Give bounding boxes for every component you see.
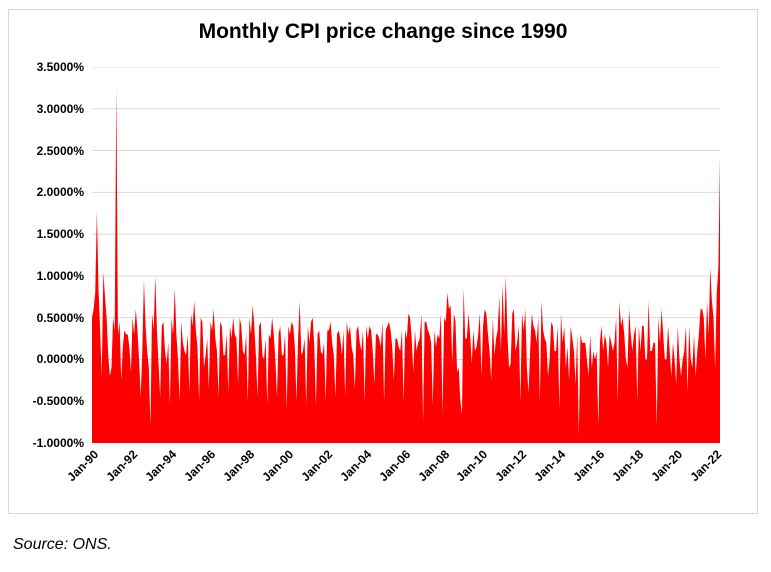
plot-area <box>92 67 720 443</box>
source-note: Source: ONS. <box>13 536 112 553</box>
y-tick-label: 1.5000% <box>36 227 84 242</box>
y-tick-label: -0.5000% <box>32 394 84 409</box>
y-tick-label: 2.0000% <box>36 185 84 200</box>
y-tick-label: 3.0000% <box>36 101 84 116</box>
y-tick-label: 0.0000% <box>36 352 84 367</box>
y-tick-label: 0.5000% <box>36 310 84 325</box>
y-tick-label: 1.0000% <box>36 268 84 283</box>
cpi-area-series <box>92 86 720 443</box>
y-tick-label: 3.5000% <box>36 60 84 74</box>
chart-title: Monthly CPI price change since 1990 <box>198 20 568 43</box>
y-tick-label: 2.5000% <box>36 143 84 158</box>
y-tick-label: -1.0000% <box>32 436 84 450</box>
